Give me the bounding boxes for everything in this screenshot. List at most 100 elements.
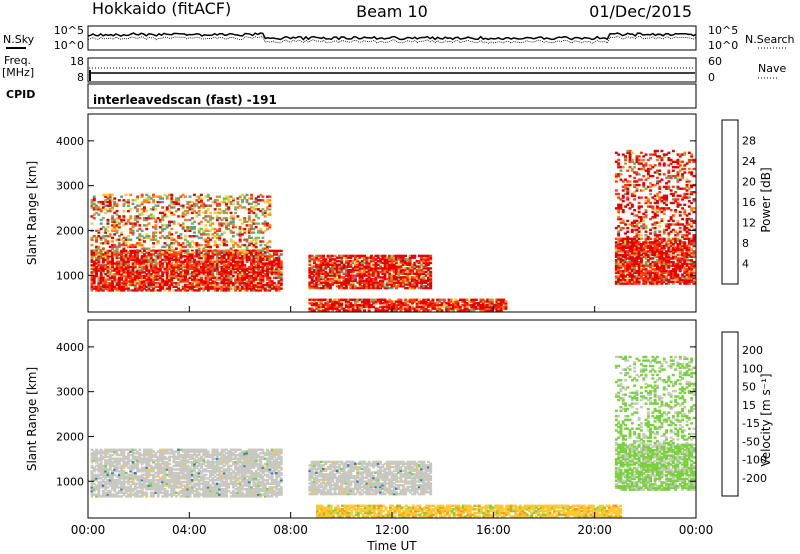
power-cell	[108, 193, 112, 197]
power-cell	[365, 263, 369, 266]
power-cell	[204, 276, 208, 279]
power-cell	[92, 206, 96, 209]
power-cell	[117, 199, 121, 202]
power-cell	[633, 257, 637, 260]
power-cell	[662, 260, 666, 264]
power-cell	[628, 244, 632, 248]
power-cell	[630, 269, 634, 273]
power-cell	[681, 234, 684, 237]
power-cell	[374, 285, 378, 288]
power-cell	[342, 286, 346, 290]
power-cell	[170, 202, 174, 206]
power-cell	[376, 254, 380, 258]
power-cell	[374, 274, 378, 277]
power-cell	[104, 282, 108, 285]
power-cell	[413, 261, 417, 265]
power-cell	[202, 289, 206, 292]
power-cell	[133, 283, 137, 287]
power-cell	[383, 256, 387, 259]
power-cell	[204, 253, 208, 256]
power-cell	[168, 204, 171, 207]
power-cell	[174, 267, 178, 271]
power-cell	[646, 246, 650, 249]
power-cell	[351, 281, 355, 284]
power-cell	[179, 265, 183, 269]
power-cell	[99, 264, 103, 267]
power-cell	[637, 207, 641, 210]
power-cell	[683, 282, 687, 285]
power-cell	[263, 255, 267, 258]
power-cell	[97, 282, 101, 285]
power-cell	[261, 231, 265, 234]
power-cell	[140, 235, 144, 238]
power-cell	[225, 208, 228, 211]
power-cell	[227, 267, 231, 271]
power-cell	[424, 265, 428, 268]
power-cell	[247, 217, 251, 220]
power-cell	[165, 280, 169, 283]
power-cell	[236, 269, 240, 272]
power-cell	[213, 278, 217, 281]
power-cell	[268, 245, 272, 249]
power-cell	[213, 231, 217, 234]
power-cell	[653, 280, 657, 283]
power-cell	[624, 162, 627, 165]
power-cell	[154, 227, 158, 231]
power-cell	[261, 255, 265, 258]
power-cell	[243, 274, 247, 278]
power-cell	[653, 171, 657, 174]
power-cell	[209, 285, 212, 288]
power-cell	[349, 276, 353, 279]
power-cell	[624, 257, 627, 260]
power-cell	[106, 262, 110, 265]
power-cell	[335, 267, 339, 270]
power-cell	[497, 303, 501, 307]
power-cell	[385, 303, 389, 307]
power-cell	[174, 283, 178, 287]
power-cell	[367, 265, 371, 268]
power-cell	[367, 286, 371, 290]
power-cell	[231, 222, 235, 225]
power-cell	[213, 243, 217, 247]
power-cell	[120, 269, 124, 272]
power-cell	[168, 287, 171, 290]
power-cell	[195, 265, 199, 269]
power-cell	[658, 187, 662, 190]
power-cell	[206, 278, 210, 281]
power-cell	[179, 249, 183, 253]
power-cell	[90, 222, 94, 225]
power-cell	[136, 287, 139, 290]
power-cell	[669, 201, 673, 205]
power-cell	[152, 258, 155, 262]
power-cell	[322, 276, 325, 279]
power-cell	[227, 195, 231, 198]
power-cell	[140, 274, 144, 278]
power-cell	[268, 208, 272, 211]
power-cell	[254, 274, 258, 278]
power-cell	[424, 300, 428, 303]
power-cell	[99, 267, 103, 271]
power-cell	[250, 224, 253, 227]
power-cell	[665, 225, 668, 228]
power-cell	[687, 167, 691, 171]
power-cell	[685, 162, 689, 165]
power-cell	[234, 282, 238, 285]
power-cell	[257, 265, 260, 269]
power-cell	[365, 300, 369, 303]
power-cell	[415, 276, 419, 279]
power-cell	[651, 264, 655, 267]
power-cell	[674, 280, 678, 283]
power-colorbar-tick: 20	[742, 176, 756, 189]
power-cell	[165, 278, 169, 281]
power-cell	[671, 250, 675, 253]
power-cell	[381, 298, 385, 301]
power-cell	[129, 227, 133, 231]
power-cell	[266, 267, 269, 271]
power-cell	[383, 254, 387, 258]
power-cell	[190, 271, 194, 274]
power-cell	[220, 251, 224, 254]
power-cell	[633, 221, 637, 224]
power-cell	[333, 281, 337, 284]
power-cell	[215, 282, 219, 285]
power-cell	[211, 267, 215, 271]
